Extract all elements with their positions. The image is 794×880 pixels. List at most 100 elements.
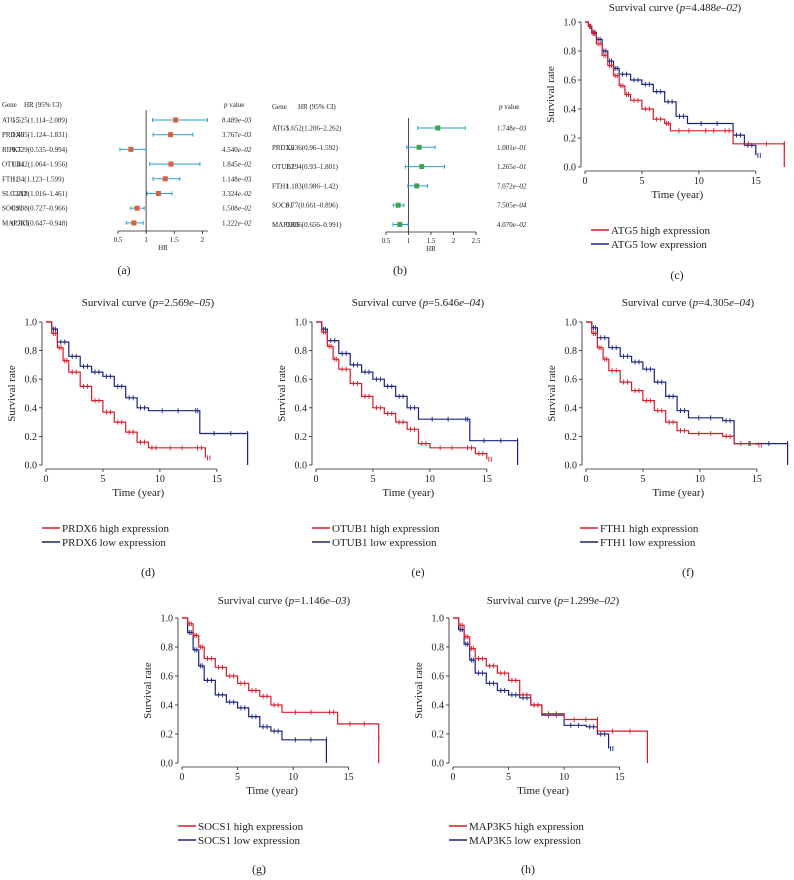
forest-hr-text: 1.34(1.123–1.599) [12,175,65,183]
km-y-tick-label: 0.6 [564,76,577,87]
km-x-label: Time (year) [382,487,434,499]
p-mantissa: 8.489 [222,117,238,125]
forest-p-value: 7.505e–04 [497,202,527,210]
km-title-part: = [563,595,569,607]
km-legend-label: FTH1 high expression [600,523,699,535]
forest-p-value: 4.070e–02 [497,221,527,229]
km-x-tick-label: 10 [695,474,705,485]
km-title-part: 2.569 [164,297,189,309]
km-x-tick-label: 15 [344,772,354,783]
forest-hr-text: 1.294(0.93–1.801) [286,163,339,171]
p-exponent: e–02 [238,219,252,227]
km-legend-label: FTH1 low expression [600,537,696,549]
forest-tick-label: 2.5 [472,237,481,245]
km-y-tick-label: 0.8 [565,346,578,357]
km-y-tick-label: 0.0 [25,461,38,472]
p-exponent: e–03 [238,175,252,183]
km-title-part: ) [738,2,742,14]
km-plot-h: Survival curve (p=1.299e–02) 0.0 0.2 0.4 0.6… [413,595,648,876]
p-exponent: e–02 [513,182,527,190]
forest-hr-point [168,161,174,167]
km-title-part: Survival curve ( [82,297,153,309]
forest-p-value: 1.222e–02 [222,219,252,227]
forest-hr-point [155,191,161,196]
km-y-tick-label: 0.0 [161,759,174,770]
km-y-tick-label: 0.4 [295,403,308,414]
km-y-tick-label: 0.6 [565,375,578,386]
km-title-part: 4.488 [691,2,716,14]
p-exponent: e–01 [513,144,527,152]
forest-p-value: 1.748e–03 [497,125,527,133]
km-title-part: = [685,2,691,14]
forest-gene-label: MAP3K5 [272,221,300,229]
panel-label: (b) [393,263,407,277]
forest-gene-label: RIPK1 [2,146,22,154]
forest-plot-a: Gene HR (95% CI) p value ATG51.525(1.114–2.… [2,101,252,277]
km-legend-label: ATG5 low expression [611,239,707,251]
forest-gene-label: SLC3A2 [2,190,27,198]
km-y-tick-label: 0.2 [564,134,577,145]
km-legend-label: SOCS1 low expression [198,835,301,847]
km-title: Survival curve (p=1.146e–03) [218,595,351,607]
forest-gene-label: PRDX6 [272,144,295,152]
forest-hr-text: 1.236(0.96–1.592) [286,144,339,152]
km-title-part: 1.299 [569,595,594,607]
km-y-label: Survival rate [276,365,288,422]
km-curve-high [586,321,758,445]
p-exponent: e–02 [513,221,527,229]
km-y-tick-label: 0.4 [161,701,174,712]
km-y-label: Survival rate [142,662,154,719]
forest-header-gene: Gene [2,101,17,109]
km-plot-d: Survival curve (p=2.569e–05) 0.0 0.2 0.4 0.6… [6,297,249,579]
km-legend-label: MAP3K5 high expression [469,821,584,833]
km-y-tick-label: 0.0 [565,461,578,472]
p-exponent: e–01 [513,163,527,171]
km-plot-c: Survival curve (p=4.488e–02) 0.0 0.2 0.4 0.6… [545,2,785,282]
forest-header-gene: Gene [272,103,287,111]
forest-tick-label: 1.5 [427,237,436,245]
km-y-tick-label: 0.6 [432,672,445,683]
forest-tick-label: 0.5 [114,236,123,244]
km-title-part: p [557,595,564,607]
p-exponent: e–03 [238,131,252,139]
km-x-tick-label: 5 [639,176,644,187]
forest-hr-point [173,117,179,123]
forest-gene-label: ATG5 [272,125,290,133]
p-exponent: e–02 [238,190,252,198]
forest-hr-text: 0.838(0.727–0.966) [12,205,68,213]
forest-hr-point [416,144,422,150]
km-y-label: Survival rate [6,365,18,422]
km-x-tick-label: 10 [155,474,165,485]
km-plot-g: Survival curve (p=1.146e–03) 0.0 0.2 0.4 0.6… [142,595,380,876]
panel-label: (a) [117,263,130,277]
km-title-part: e–04 [459,297,481,309]
km-plot-f: Survival curve (p=4.305e–04) 0.0 0.2 0.4 0.6… [546,297,789,579]
forest-p-value: 8.489e–03 [222,117,252,125]
km-legend-label: PRDX6 low expression [62,537,166,549]
km-title-part: Survival curve ( [609,2,680,14]
p-value-word: value [228,101,245,109]
km-x-tick-label: 5 [235,772,240,783]
km-title-part: ) [481,297,485,309]
km-x-tick-label: 10 [288,772,298,783]
p-mantissa: 7.505 [497,202,513,210]
km-title-part: ) [347,595,351,607]
km-y-tick-label: 0.6 [295,375,308,386]
forest-hr-text: 0.729(0.535–0.994) [12,146,68,154]
km-y-tick-label: 0.6 [25,375,38,386]
km-title-part: = [698,297,704,309]
km-title-part: p [422,297,429,309]
forest-hr-point [395,202,401,208]
survival-plots: Survival curve (p=4.488e–02)0.00.20.40.6… [6,2,789,876]
km-x-tick-label: 0 [44,474,49,485]
forest-gene-label: MAP3K5 [2,219,30,227]
p-mantissa: 4.540 [222,146,238,154]
km-x-tick-label: 5 [370,474,375,485]
forest-x-label: HR [426,245,436,253]
forest-p-value: 3.324e–02 [222,190,252,198]
km-title-part: e–02 [716,2,738,14]
forest-gene-label: FTH1 [272,182,289,190]
km-y-tick-label: 0.4 [564,105,577,116]
p-mantissa: 3.324 [222,190,238,198]
forest-gene-label: OTUB1 [2,161,25,169]
